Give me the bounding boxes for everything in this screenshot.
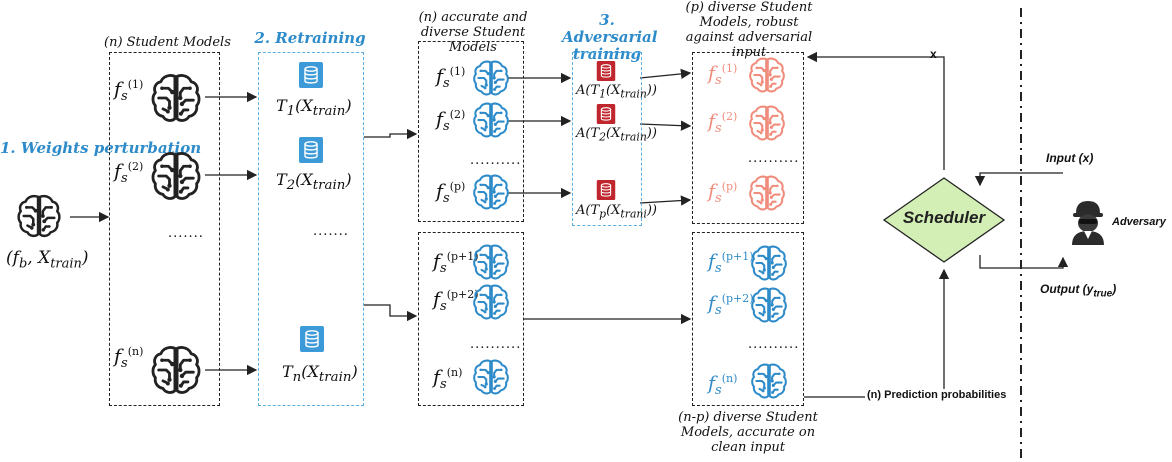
base-model-label: (fb, Xtrain)	[6, 248, 89, 272]
brain-icon	[472, 173, 510, 211]
accurate-top-panel	[418, 41, 524, 222]
database-icon	[299, 62, 323, 88]
x-label: x	[930, 47, 937, 61]
accurate-label-2: fs(2)	[436, 108, 466, 135]
scheduler-diamond	[882, 177, 1006, 263]
accurate-label-1: fs(1)	[436, 65, 466, 92]
arrow-retrain-to-accurate-top	[364, 128, 418, 140]
brain-icon	[472, 358, 510, 396]
database-icon	[596, 104, 616, 124]
retraining-title: 2. Retraining	[254, 29, 366, 47]
brain-icon	[472, 101, 510, 139]
accurate-label-p1: fs(p+1)	[433, 250, 479, 277]
output-label: Output (ytrue)	[1040, 282, 1117, 300]
adv-set-p: A(Tp(Xtrani))	[576, 203, 657, 221]
arrow-adv2-to-robust	[639, 120, 692, 131]
ellipsis: .......	[168, 226, 204, 241]
student-models-panel	[109, 52, 220, 406]
ellipsis: .......	[313, 224, 349, 239]
arrow-advp-to-robust	[639, 195, 692, 206]
clean-models-title: (n-p) diverse Student Models, accurate o…	[678, 410, 818, 455]
clean-label-p1: fs(p+1)	[708, 250, 754, 277]
brain-icon	[150, 150, 202, 202]
brain-icon	[150, 344, 202, 396]
scheduler-label: Scheduler	[902, 208, 986, 227]
student-label-n: fs(n)	[114, 345, 144, 372]
clean-label-n: fs(n)	[708, 372, 738, 399]
brain-icon	[150, 72, 202, 124]
brain-icon	[748, 56, 786, 94]
database-icon	[299, 137, 323, 163]
adv-set-1: A(T1(Xtrain))	[576, 83, 657, 101]
brain-icon	[750, 286, 788, 324]
adv-set-2: A(T2(Xtrain))	[576, 126, 657, 144]
robust-panel	[692, 52, 804, 224]
arrow-input-to-scheduler	[974, 172, 1063, 187]
arrow-adv1-to-robust	[639, 68, 692, 80]
database-icon	[596, 61, 616, 81]
student-label-1: fs(1)	[114, 78, 144, 105]
hacker-icon	[1068, 199, 1108, 245]
database-icon	[596, 180, 616, 200]
robust-label-1: fs(1)	[708, 62, 738, 89]
brain-icon	[750, 362, 788, 400]
brain-icon	[748, 104, 786, 142]
database-icon	[300, 326, 324, 352]
adversarial-training-title: 3. Adversarial training	[562, 11, 658, 63]
accurate-label-p2: fs(p+2)	[433, 288, 479, 315]
accurate-diverse-title: (n) accurate and diverse Student Models	[418, 10, 528, 55]
retraining-panel	[258, 52, 364, 406]
robust-label-p: fs(p)	[708, 180, 738, 207]
brain-icon	[748, 174, 786, 212]
student-models-title: (n) Student Models	[104, 35, 231, 50]
ellipsis: ..........	[470, 153, 522, 168]
student-label-2: fs(2)	[114, 160, 144, 187]
arrow-retrain-to-accurate-bottom	[364, 304, 418, 322]
brain-icon	[472, 283, 510, 321]
robust-label-2: fs(2)	[708, 110, 738, 137]
accurate-label-n: fs(n)	[433, 366, 463, 393]
accurate-label-p: fs(p)	[436, 180, 466, 207]
retrain-set-n: Tn(Xtrain)	[282, 362, 358, 386]
ellipsis: ..........	[748, 151, 800, 166]
brain-icon	[16, 193, 62, 239]
prediction-probabilities-label: (n) Prediction probabilities	[865, 389, 1009, 401]
adversary-label: Adversary	[1112, 216, 1166, 228]
arrow-predictions-to-scheduler	[804, 268, 950, 398]
adversarial-panel	[572, 52, 642, 226]
accurate-bottom-panel	[418, 232, 524, 406]
arrow-scheduler-to-robust	[806, 51, 945, 170]
ellipsis: ..........	[470, 337, 522, 352]
retrain-set-2: T2(Xtrain)	[276, 170, 352, 194]
clean-label-p2: fs(p+2)	[708, 292, 754, 319]
robust-models-title: (p) diverse Student Models, robust again…	[685, 0, 813, 60]
retrain-set-1: T1(Xtrain)	[276, 96, 352, 120]
input-label: Input (x)	[1046, 151, 1094, 165]
brain-icon	[472, 59, 510, 97]
clean-panel	[692, 232, 804, 406]
ellipsis: ..........	[748, 337, 800, 352]
brain-icon	[750, 244, 788, 282]
brain-icon	[472, 243, 510, 281]
weights-perturbation-title: 1. Weights perturbation	[0, 139, 202, 157]
